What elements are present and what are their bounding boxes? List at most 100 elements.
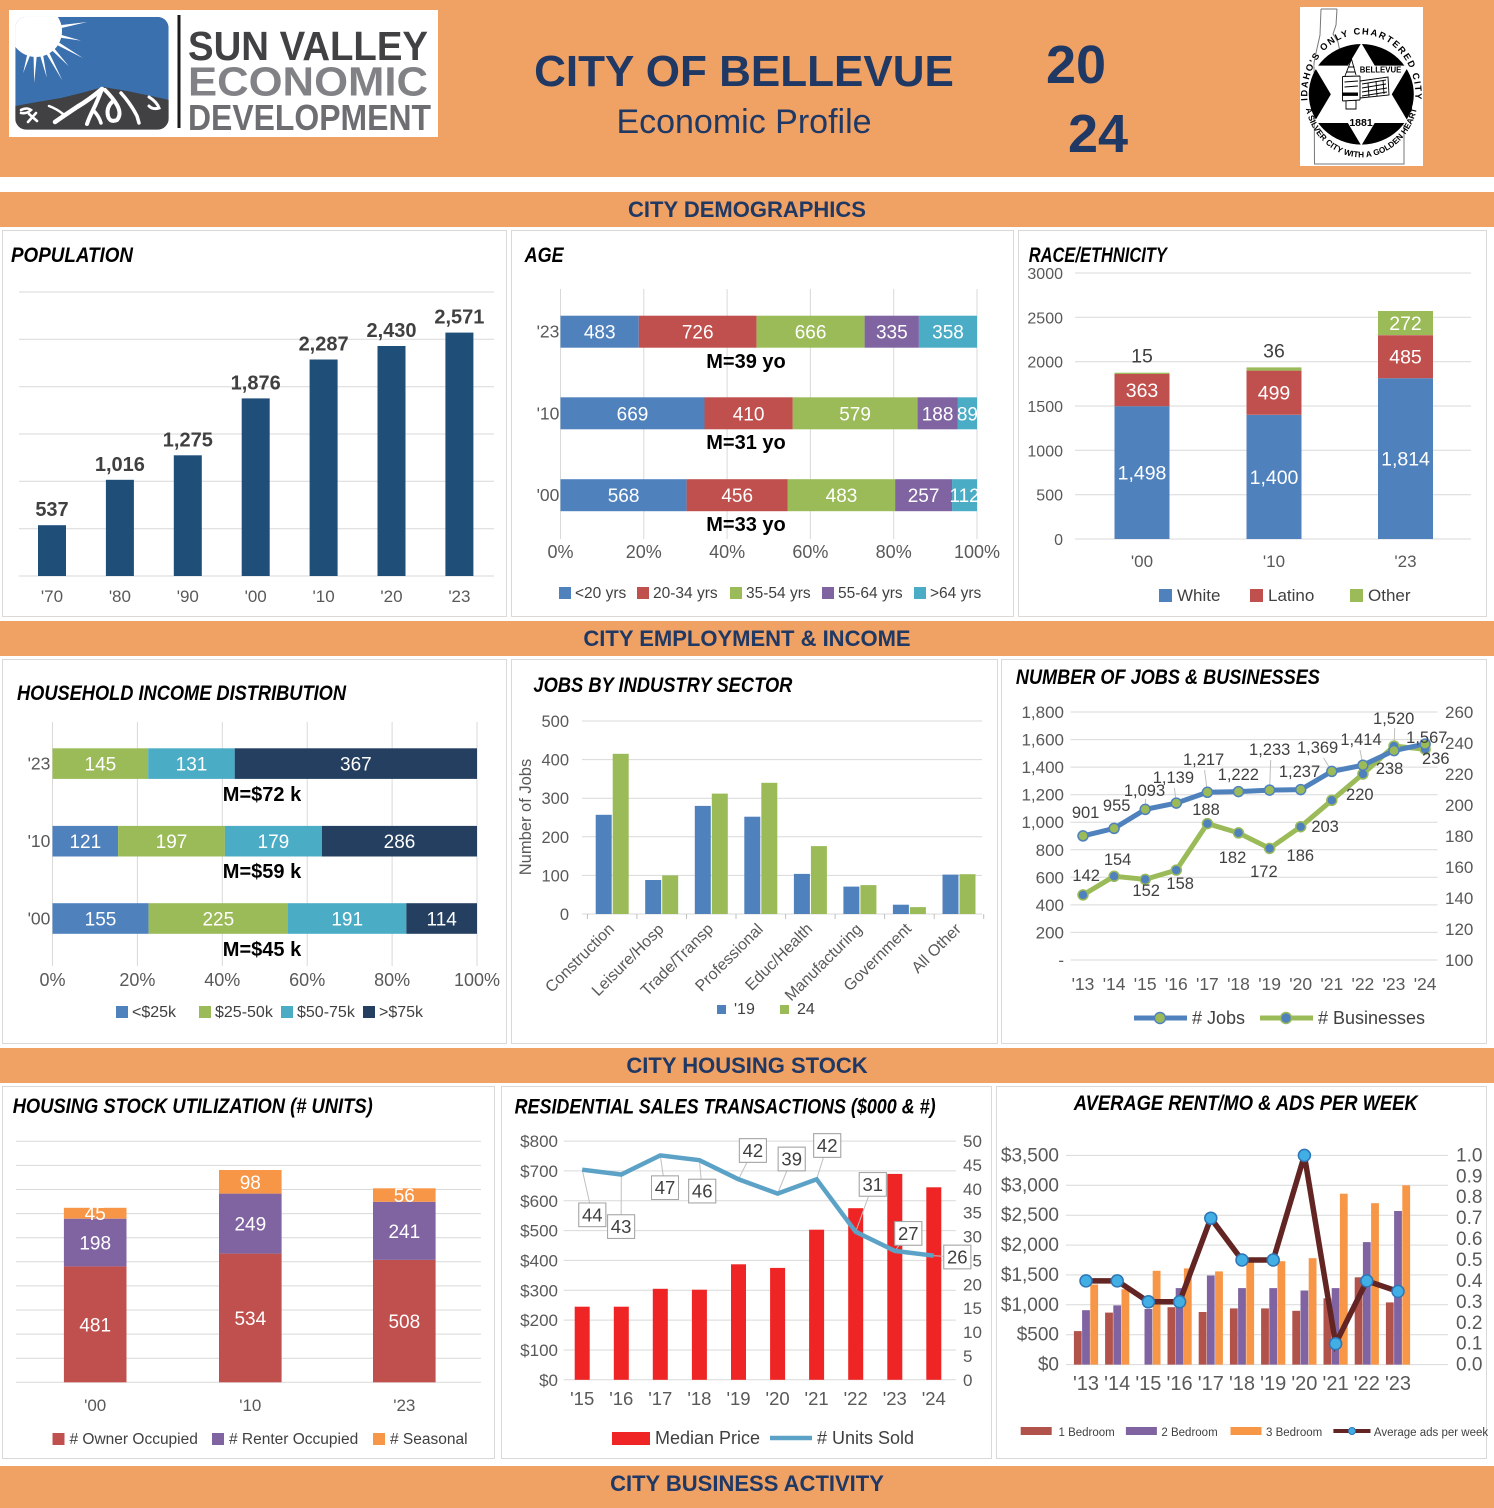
svg-text:$100: $100 [520,1341,558,1360]
svg-text:'22: '22 [1354,1373,1380,1395]
svg-text:500: 500 [1036,488,1063,505]
svg-text:Other: Other [1368,586,1411,605]
svg-text:500: 500 [541,713,569,731]
svg-text:<$25k: <$25k [132,1004,177,1021]
svg-text:1,567: 1,567 [1406,729,1447,747]
svg-text:RACE/ETHNICITY: RACE/ETHNICITY [1029,243,1168,267]
svg-text:131: 131 [176,755,208,776]
svg-text:203: 203 [1311,818,1339,836]
svg-text:26: 26 [947,1247,968,1268]
svg-text:1,520: 1,520 [1373,710,1414,728]
svg-text:'15: '15 [1135,1373,1161,1395]
svg-text:'00: '00 [537,485,560,505]
svg-text:'00: '00 [28,909,51,929]
svg-text:0.8: 0.8 [1456,1187,1482,1208]
svg-text:901: 901 [1072,804,1100,822]
svg-text:'23: '23 [1385,1373,1411,1395]
svg-text:'80: '80 [109,587,131,606]
svg-text:'21: '21 [1323,1373,1349,1395]
svg-text:200: 200 [1036,923,1064,942]
svg-text:0.6: 0.6 [1456,1229,1482,1250]
svg-text:ECONOMIC: ECONOMIC [188,59,428,105]
svg-text:0%: 0% [547,542,573,562]
svg-text:JOBS BY INDUSTRY SECTOR: JOBS BY INDUSTRY SECTOR [533,673,792,697]
svg-text:1,814: 1,814 [1381,449,1430,471]
svg-text:1,275: 1,275 [163,429,213,451]
svg-text:1,414: 1,414 [1340,731,1381,749]
svg-text:0%: 0% [39,970,65,990]
svg-text:1,093: 1,093 [1124,782,1165,800]
svg-text:Number of Jobs: Number of Jobs [517,759,535,875]
svg-text:260: 260 [1445,703,1473,722]
svg-text:220: 220 [1346,786,1374,804]
svg-text:HOUSING STOCK UTILIZATION (# U: HOUSING STOCK UTILIZATION (# UNITS) [13,1094,373,1118]
svg-text:'19: '19 [1258,974,1281,994]
svg-text:Median Price: Median Price [655,1428,760,1448]
svg-text:300: 300 [541,790,569,808]
svg-text:M=33 yo: M=33 yo [706,514,785,536]
svg-text:20: 20 [963,1275,982,1294]
svg-text:-: - [1058,951,1064,970]
svg-text:Latino: Latino [1268,586,1314,605]
svg-text:241: 241 [388,1222,420,1243]
svg-text:'18: '18 [1229,1373,1255,1395]
svg-text:152: 152 [1132,882,1160,900]
svg-text:180: 180 [1445,827,1473,846]
svg-text:0.2: 0.2 [1456,1313,1482,1334]
svg-text:145: 145 [85,755,117,776]
svg-text:140: 140 [1445,889,1473,908]
svg-text:0.1: 0.1 [1456,1334,1482,1355]
svg-text:42: 42 [817,1135,838,1156]
svg-text:100%: 100% [454,970,500,990]
svg-text:0.5: 0.5 [1456,1250,1482,1271]
svg-text:114: 114 [427,910,458,931]
svg-text:2,430: 2,430 [366,320,416,342]
svg-text:2,571: 2,571 [434,307,484,329]
svg-text:'19: '19 [734,1001,755,1018]
svg-text:1.0: 1.0 [1456,1145,1482,1166]
svg-text:1,237: 1,237 [1279,763,1320,781]
svg-text:46: 46 [692,1181,713,1202]
svg-text:1,217: 1,217 [1183,751,1224,769]
svg-text:$25-50k: $25-50k [215,1004,274,1021]
svg-text:$400: $400 [520,1251,558,1270]
svg-text:358: 358 [932,323,964,344]
svg-text:1,800: 1,800 [1021,703,1064,722]
svg-text:M=$59 k: M=$59 k [223,861,302,883]
svg-text:'10: '10 [1263,552,1285,571]
svg-text:160: 160 [1445,858,1473,877]
svg-text:1,400: 1,400 [1021,758,1064,777]
svg-text:'14: '14 [1104,1373,1130,1395]
svg-text:1,222: 1,222 [1218,766,1259,784]
svg-text:1881: 1881 [1349,117,1373,129]
svg-text:'15: '15 [1134,974,1157,994]
svg-text:'23: '23 [1394,552,1416,571]
svg-text:AGE: AGE [524,243,564,267]
svg-text:$300: $300 [520,1281,558,1300]
svg-text:M=$72 k: M=$72 k [223,784,302,806]
svg-text:456: 456 [721,486,753,507]
svg-text:400: 400 [541,752,569,770]
svg-text:$2,500: $2,500 [1001,1205,1059,1226]
svg-text:191: 191 [331,910,363,931]
svg-text:'19: '19 [726,1388,750,1409]
svg-text:186: 186 [1287,847,1315,865]
svg-text:2 Bedroom: 2 Bedroom [1161,1427,1217,1439]
svg-text:499: 499 [1258,383,1291,405]
svg-text:1,200: 1,200 [1021,786,1064,805]
svg-text:RESIDENTIAL SALES TRANSACTIONS: RESIDENTIAL SALES TRANSACTIONS ($000 & #… [515,1094,936,1118]
svg-text:0: 0 [1054,532,1063,549]
svg-text:257: 257 [908,486,940,507]
svg-text:1,233: 1,233 [1249,741,1290,759]
svg-text:60%: 60% [289,970,325,990]
svg-text:172: 172 [1250,863,1278,881]
svg-text:238: 238 [1376,760,1404,778]
svg-text:'17: '17 [1196,974,1219,994]
svg-text:All Other: All Other [909,920,966,977]
svg-text:40: 40 [963,1180,982,1199]
svg-text:# Units Sold: # Units Sold [817,1428,914,1448]
svg-text:15: 15 [963,1299,982,1318]
svg-text:1,000: 1,000 [1021,813,1064,832]
svg-text:363: 363 [1126,380,1159,402]
svg-text:'16: '16 [1167,1373,1193,1395]
